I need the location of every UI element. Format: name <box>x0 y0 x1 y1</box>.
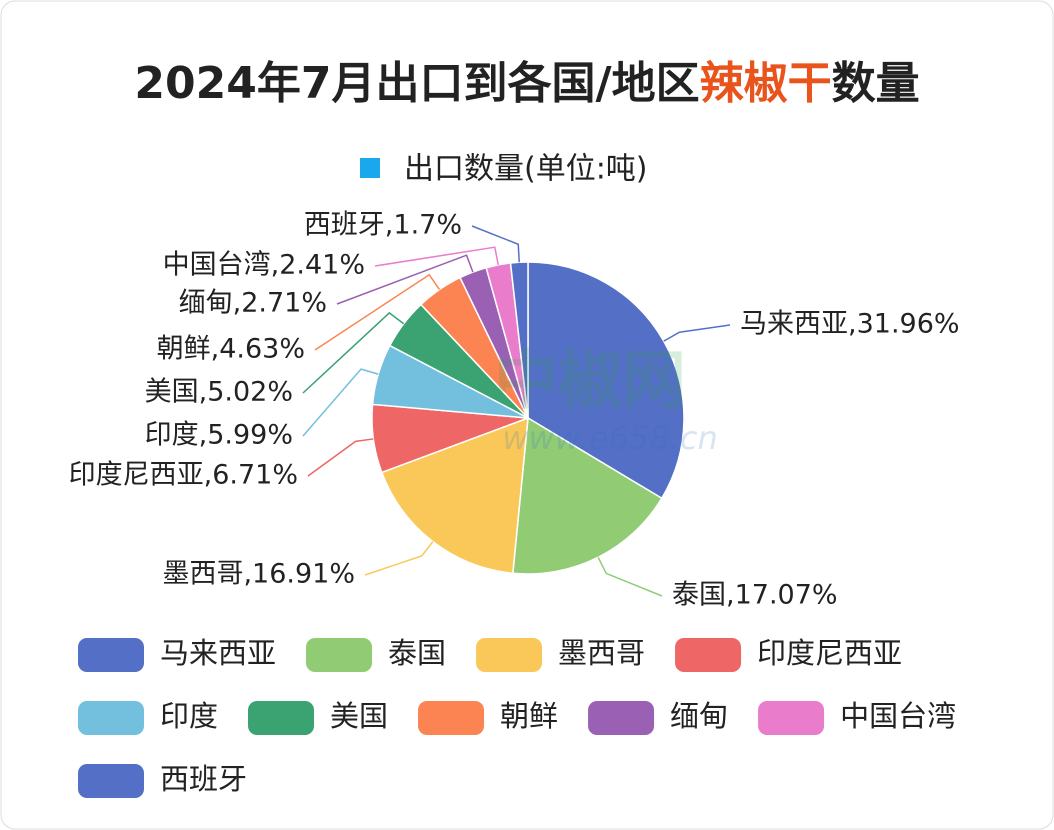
legend-item: 印度尼西亚 <box>675 636 902 672</box>
legend-swatch <box>78 638 144 672</box>
title-part: 2024年7月出口到各国/地区 <box>134 58 699 109</box>
pie-slice <box>380 416 529 575</box>
data-label: 美国,5.02% <box>145 377 293 408</box>
legend-item: 印度 <box>78 699 218 735</box>
legend-label: 墨西哥 <box>558 636 645 670</box>
watermark-url: www.e658.cn <box>502 419 717 457</box>
legend-label: 西班牙 <box>160 762 247 796</box>
legend-swatch <box>306 638 373 672</box>
data-label: 印度,5.99% <box>145 420 293 451</box>
legend-swatch <box>476 638 543 672</box>
watermark-text: 中椒网 <box>494 345 686 419</box>
legend-label: 中国台湾 <box>840 699 956 733</box>
leader-line <box>374 246 499 267</box>
legend-label: 印度尼西亚 <box>757 636 902 670</box>
legend-swatch <box>675 638 742 672</box>
leader-line <box>597 557 663 597</box>
legend-swatch <box>78 764 144 798</box>
leader-line <box>364 541 434 576</box>
legend-label: 印度 <box>160 699 218 733</box>
leader-line <box>471 225 520 263</box>
legend-item: 西班牙 <box>78 762 247 798</box>
data-label: 朝鲜,4.63% <box>157 334 305 365</box>
data-label: 马来西亚,31.96% <box>740 309 960 340</box>
data-label: 缅甸,2.71% <box>179 288 327 319</box>
legend-label: 缅甸 <box>670 699 728 733</box>
data-label: 中国台湾,2.41% <box>163 250 365 281</box>
leader-line <box>314 273 441 351</box>
legend-item: 中国台湾 <box>758 699 956 735</box>
series-swatch <box>360 158 380 178</box>
legend-item: 缅甸 <box>588 699 728 735</box>
legend-item: 马来西亚 <box>78 636 276 672</box>
data-label: 墨西哥,16.91% <box>162 559 355 590</box>
leader-line <box>336 254 474 305</box>
legend-swatch <box>248 701 315 735</box>
pie-slice <box>512 416 663 575</box>
legend-label: 泰国 <box>388 636 446 670</box>
series-name: 出口数量(单位:吨) <box>404 152 648 187</box>
chart-title: 2024年7月出口到各国/地区辣椒干数量 <box>134 58 919 109</box>
legend-item: 朝鲜 <box>418 699 558 735</box>
legend-label: 美国 <box>330 699 388 733</box>
title-part: 辣椒干 <box>700 58 832 109</box>
legend-swatch <box>78 701 144 735</box>
legend-swatch <box>588 701 655 735</box>
legend-label: 马来西亚 <box>160 636 276 670</box>
legend-swatch <box>418 701 485 735</box>
leader-line <box>302 311 405 394</box>
data-label: 西班牙,1.7% <box>304 210 462 241</box>
data-label: 印度尼西亚,6.71% <box>69 460 298 491</box>
watermark: 中椒网 www.e658.cn <box>494 345 718 457</box>
legend-item: 泰国 <box>306 636 446 672</box>
leader-line <box>302 368 379 437</box>
legend-swatch <box>758 701 825 735</box>
legend-item: 墨西哥 <box>476 636 645 672</box>
pie-slice <box>509 261 529 419</box>
leader-line <box>663 324 731 342</box>
leader-line <box>307 438 374 477</box>
legend-label: 朝鲜 <box>500 699 558 733</box>
legend-item: 美国 <box>248 699 388 735</box>
title-part: 数量 <box>832 58 920 109</box>
data-label: 泰国,17.07% <box>672 580 838 611</box>
pie-slice <box>527 261 685 500</box>
